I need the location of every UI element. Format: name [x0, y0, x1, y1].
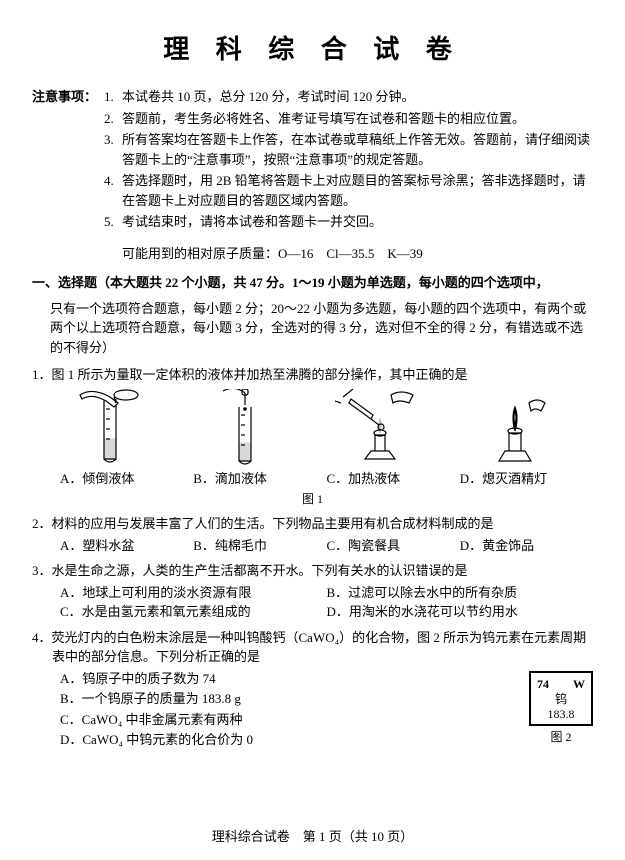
section-1-body: 只有一个选项符合题意，每小题 2 分；20～22 小题为多选题，每小题的四个选项…	[32, 299, 593, 358]
notice-item: 1.本试卷共 10 页，总分 120 分，考试时间 120 分钟。	[104, 87, 593, 107]
q4-opt-b: B．一个钨原子的质量为 183.8 g	[60, 689, 521, 709]
element-mass: 183.8	[531, 707, 591, 722]
figure-2-caption: 图 2	[529, 728, 593, 746]
q4-stem: 4．荧光灯内的白色粉末涂层是一种叫钨酸钙（CaWO₄）的化合物，图 2 所示为钨…	[32, 628, 593, 667]
page-footer: 理科综合试卷 第 1 页（共 10 页）	[0, 827, 625, 847]
notice-text: 所有答案均在答题卡上作答，在本试卷或草稿纸上作答无效。答题前，请仔细阅读答题卡上…	[122, 130, 593, 169]
pour-liquid-icon	[42, 389, 177, 467]
tungsten-element-icon: 74 W 钨 183.8	[529, 671, 593, 726]
notice-num: 3.	[104, 130, 122, 169]
notice-num: 1.	[104, 87, 122, 107]
q3-opt-c: C．水是由氢元素和氧元素组成的	[60, 602, 327, 622]
q3-opt-a: A．地球上可利用的淡水资源有限	[60, 583, 327, 603]
q3-stem: 3．水是生命之源，人类的生产生活都离不开水。下列有关水的认识错误的是	[32, 561, 593, 581]
q1-opt-c: C．加热液体	[327, 469, 460, 489]
q1-opt-b: B．滴加液体	[193, 469, 326, 489]
element-box: 74 W 钨 183.8 图 2	[529, 671, 593, 751]
exam-title: 理 科 综 合 试 卷	[32, 30, 593, 69]
notice-item: 5.考试结束时，请将本试卷和答题卡一并交回。	[104, 212, 593, 232]
notice-item: 4.答选择题时，用 2B 铅笔将答题卡上对应题目的答案标号涂黑；答非选择题时，请…	[104, 171, 593, 210]
question-1: 1．图 1 所示为量取一定体积的液体并加热至沸腾的部分操作，其中正确的是	[32, 365, 593, 508]
q2-opt-c: C．陶瓷餐具	[327, 536, 460, 556]
q1-stem: 1．图 1 所示为量取一定体积的液体并加热至沸腾的部分操作，其中正确的是	[32, 365, 593, 385]
q2-opt-b: B．纯棉毛巾	[193, 536, 326, 556]
drop-liquid-icon	[177, 389, 312, 467]
notice-num: 4.	[104, 171, 122, 210]
atomic-mass-line: 可能用到的相对原子质量：O—16 Cl—35.5 K—39	[122, 244, 593, 264]
figure-1a	[42, 389, 177, 467]
element-symbol: W	[573, 677, 585, 692]
notice-text: 答题前，考生务必将姓名、准考证号填写在试卷和答题卡的相应位置。	[122, 109, 593, 129]
figure-1c	[313, 389, 448, 467]
notice-item: 2.答题前，考生务必将姓名、准考证号填写在试卷和答题卡的相应位置。	[104, 109, 593, 129]
q2-opt-a: A．塑料水盆	[60, 536, 193, 556]
heat-liquid-icon	[313, 389, 448, 467]
question-2: 2．材料的应用与发展丰富了人们的生活。下列物品主要用有机合成材料制成的是 A．塑…	[32, 514, 593, 555]
notice-text: 本试卷共 10 页，总分 120 分，考试时间 120 分钟。	[122, 87, 593, 107]
notice-block: 注意事项： 1.本试卷共 10 页，总分 120 分，考试时间 120 分钟。 …	[32, 87, 593, 234]
q3-opt-d: D．用淘米的水浇花可以节约用水	[327, 602, 594, 622]
notice-list: 1.本试卷共 10 页，总分 120 分，考试时间 120 分钟。 2.答题前，…	[104, 87, 593, 234]
element-name: 钨	[531, 692, 591, 707]
element-number: 74	[537, 677, 549, 692]
figure-1d	[448, 389, 583, 467]
q3-options: A．地球上可利用的淡水资源有限 B．过滤可以除去水中的所有杂质 C．水是由氢元素…	[32, 583, 593, 622]
q1-opt-a: A．倾倒液体	[60, 469, 193, 489]
notice-text: 答选择题时，用 2B 铅笔将答题卡上对应题目的答案标号涂黑；答非选择题时，请在答…	[122, 171, 593, 210]
q4-opt-a: A．钨原子中的质子数为 74	[60, 669, 521, 689]
q1-opt-d: D．熄灭酒精灯	[460, 469, 593, 489]
q4-opt-c: C．CaWO₄ 中非金属元素有两种	[60, 710, 521, 730]
q3-opt-b: B．过滤可以除去水中的所有杂质	[327, 583, 594, 603]
section-1-head: 一、选择题（本大题共 22 个小题，共 47 分。1～19 小题为单选题，每小题…	[32, 273, 593, 293]
extinguish-lamp-icon	[448, 389, 583, 467]
notice-label: 注意事项：	[32, 87, 104, 234]
q2-stem: 2．材料的应用与发展丰富了人们的生活。下列物品主要用有机合成材料制成的是	[32, 514, 593, 534]
figure-1-row	[32, 385, 593, 467]
q4-options: A．钨原子中的质子数为 74 B．一个钨原子的质量为 183.8 g C．CaW…	[32, 669, 521, 750]
figure-1b	[177, 389, 312, 467]
question-4: 4．荧光灯内的白色粉末涂层是一种叫钨酸钙（CaWO₄）的化合物，图 2 所示为钨…	[32, 628, 593, 751]
q4-opt-d: D．CaWO₄ 中钨元素的化合价为 0	[60, 730, 521, 750]
notice-num: 2.	[104, 109, 122, 129]
notice-num: 5.	[104, 212, 122, 232]
question-3: 3．水是生命之源，人类的生产生活都离不开水。下列有关水的认识错误的是 A．地球上…	[32, 561, 593, 622]
q2-opt-d: D．黄金饰品	[460, 536, 593, 556]
q2-options: A．塑料水盆 B．纯棉毛巾 C．陶瓷餐具 D．黄金饰品	[32, 536, 593, 556]
notice-item: 3.所有答案均在答题卡上作答，在本试卷或草稿纸上作答无效。答题前，请仔细阅读答题…	[104, 130, 593, 169]
notice-text: 考试结束时，请将本试卷和答题卡一并交回。	[122, 212, 593, 232]
figure-1-caption: 图 1	[32, 490, 593, 508]
q1-options: A．倾倒液体 B．滴加液体 C．加热液体 D．熄灭酒精灯	[32, 469, 593, 489]
